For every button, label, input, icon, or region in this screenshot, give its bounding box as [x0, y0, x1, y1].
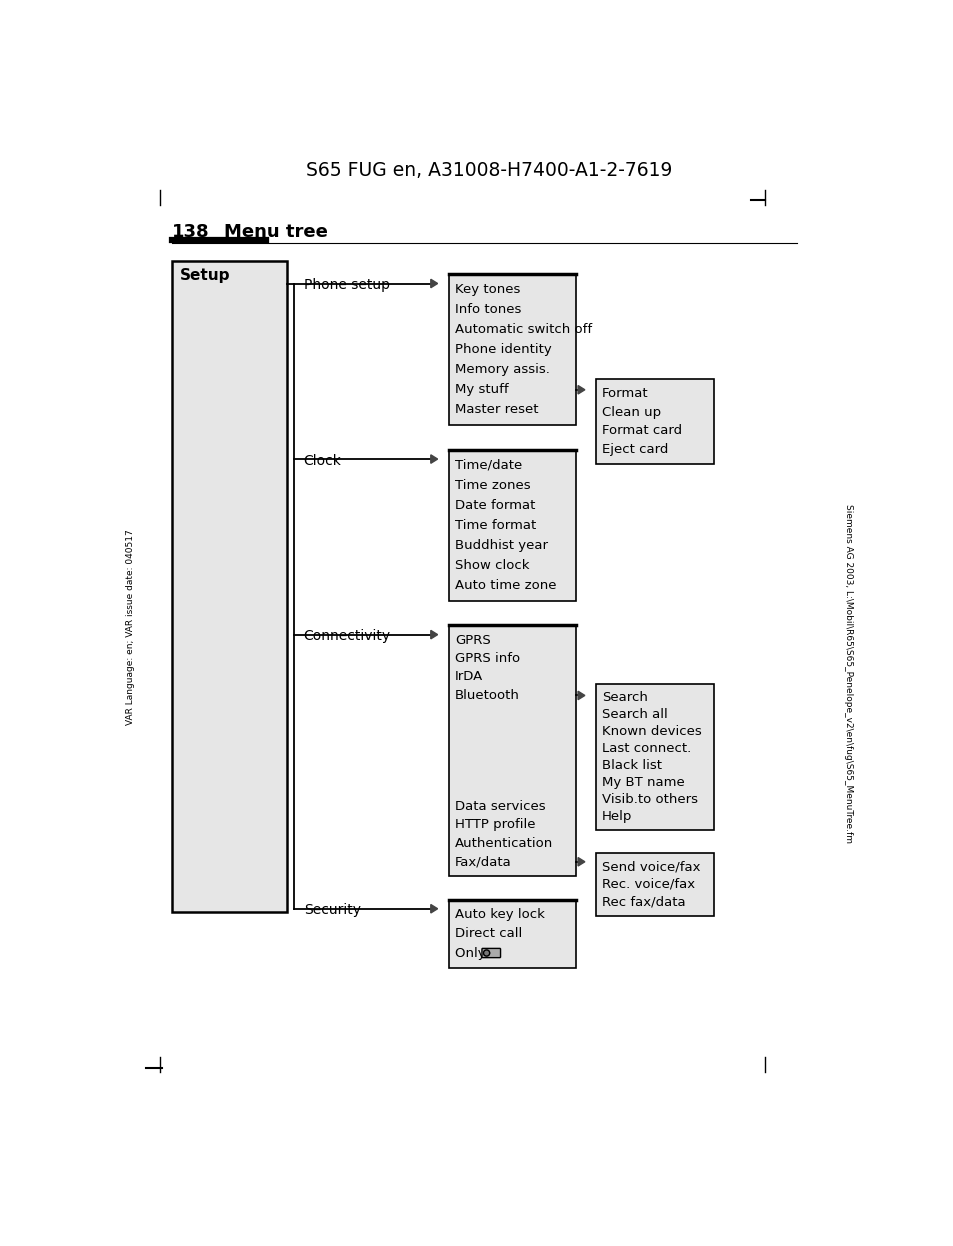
- Text: Clock: Clock: [303, 454, 341, 467]
- Text: My BT name: My BT name: [601, 776, 684, 789]
- Polygon shape: [431, 455, 437, 464]
- Text: Time zones: Time zones: [455, 478, 530, 492]
- Bar: [596, 852, 714, 917]
- Polygon shape: [431, 630, 437, 639]
- Text: Key tones: Key tones: [455, 283, 519, 297]
- Text: Automatic switch off: Automatic switch off: [455, 323, 591, 336]
- Text: Data services: Data services: [455, 800, 545, 812]
- Text: 138: 138: [172, 223, 210, 240]
- Text: Format: Format: [601, 388, 648, 400]
- Text: Menu tree: Menu tree: [224, 223, 328, 240]
- Text: Black list: Black list: [601, 759, 661, 773]
- Text: Authentication: Authentication: [455, 837, 553, 850]
- Text: Buddhist year: Buddhist year: [455, 538, 547, 552]
- Circle shape: [483, 949, 489, 956]
- Polygon shape: [431, 905, 437, 913]
- Bar: [448, 625, 576, 876]
- Text: Auto key lock: Auto key lock: [455, 908, 544, 921]
- Polygon shape: [578, 857, 584, 866]
- Text: Format card: Format card: [601, 424, 681, 437]
- Bar: [448, 450, 576, 601]
- Text: Known devices: Known devices: [601, 725, 701, 738]
- Text: Phone identity: Phone identity: [455, 343, 551, 356]
- Text: HTTP profile: HTTP profile: [455, 819, 535, 831]
- Text: Security: Security: [303, 903, 360, 917]
- Text: My stuff: My stuff: [455, 384, 508, 396]
- Text: Search: Search: [601, 692, 647, 704]
- Text: Clean up: Clean up: [601, 406, 660, 419]
- Text: Connectivity: Connectivity: [303, 629, 391, 643]
- Text: Bluetooth: Bluetooth: [455, 689, 519, 701]
- Text: Only: Only: [455, 947, 489, 959]
- Text: VAR Language: en; VAR issue date: 040517: VAR Language: en; VAR issue date: 040517: [126, 530, 134, 725]
- Text: Visib.to others: Visib.to others: [601, 792, 698, 806]
- Text: Last connect.: Last connect.: [601, 743, 691, 755]
- Text: Show clock: Show clock: [455, 558, 529, 572]
- Text: Send voice/fax: Send voice/fax: [601, 860, 700, 873]
- Text: Date format: Date format: [455, 498, 535, 512]
- Bar: [596, 684, 714, 830]
- Text: Time format: Time format: [455, 518, 536, 532]
- Text: S65 FUG en, A31008-H7400-A1-2-7619: S65 FUG en, A31008-H7400-A1-2-7619: [305, 161, 672, 179]
- Polygon shape: [578, 692, 584, 700]
- Text: Rec. voice/fax: Rec. voice/fax: [601, 878, 695, 891]
- FancyBboxPatch shape: [481, 948, 500, 958]
- Text: Fax/data: Fax/data: [455, 855, 511, 868]
- Text: Auto time zone: Auto time zone: [455, 579, 556, 592]
- Text: Phone setup: Phone setup: [303, 278, 389, 292]
- Bar: [448, 900, 576, 968]
- Text: Time/date: Time/date: [455, 459, 521, 472]
- Text: Memory assis.: Memory assis.: [455, 364, 549, 376]
- Text: Eject card: Eject card: [601, 442, 668, 456]
- Bar: [172, 262, 286, 912]
- Text: Master reset: Master reset: [455, 404, 537, 416]
- Text: Rec fax/data: Rec fax/data: [601, 896, 685, 908]
- Text: GPRS info: GPRS info: [455, 652, 519, 665]
- Polygon shape: [431, 279, 437, 288]
- Text: Help: Help: [601, 810, 632, 822]
- Text: Search all: Search all: [601, 708, 667, 721]
- Text: Info tones: Info tones: [455, 303, 520, 316]
- Text: GPRS: GPRS: [455, 633, 490, 647]
- Text: Siemens AG 2003, L:\Mobil\R65\S65_Penelope_v2\en\fug\S65_MenuTree.fm: Siemens AG 2003, L:\Mobil\R65\S65_Penelo…: [843, 503, 852, 842]
- Polygon shape: [578, 385, 584, 394]
- Text: IrDA: IrDA: [455, 670, 482, 684]
- Bar: [448, 274, 576, 425]
- Text: Direct call: Direct call: [455, 927, 521, 941]
- Bar: [596, 379, 714, 464]
- Text: Setup: Setup: [179, 268, 230, 283]
